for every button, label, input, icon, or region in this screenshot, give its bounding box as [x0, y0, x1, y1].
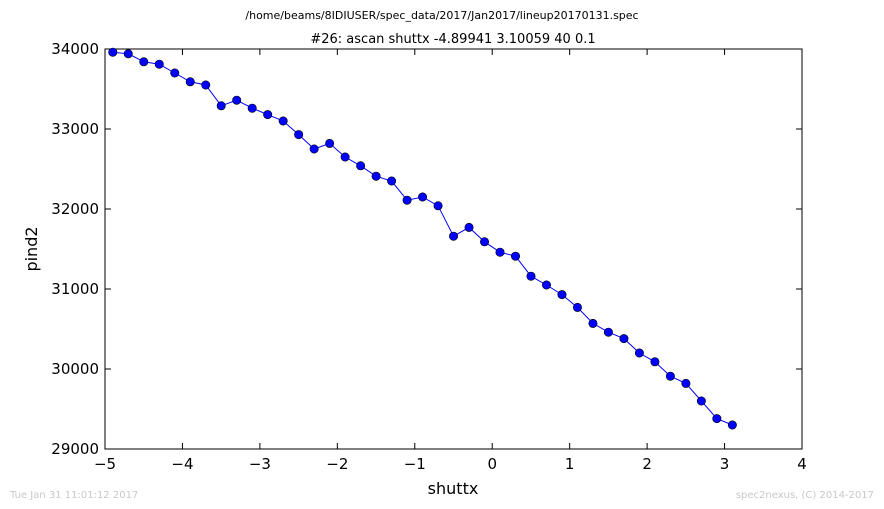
data-point — [232, 95, 242, 105]
data-point — [712, 414, 722, 424]
data-point — [170, 68, 180, 78]
data-point — [123, 49, 133, 59]
data-point — [696, 396, 706, 406]
data-point — [247, 103, 257, 113]
data-point — [650, 357, 660, 367]
x-tick-label: −3 — [249, 455, 271, 473]
x-tick-label: 3 — [720, 455, 730, 473]
plot-frame — [104, 48, 803, 450]
x-axis: −5 −4 −3 −2 −1 0 1 2 3 4 — [94, 49, 807, 473]
data-point — [263, 110, 273, 120]
data-point — [294, 130, 304, 140]
y-axis: 29000 30000 31000 32000 33000 34000 — [51, 40, 802, 458]
data-point — [619, 334, 629, 344]
data-point — [371, 171, 381, 181]
data-point — [495, 247, 505, 257]
data-point — [511, 251, 521, 261]
chart-suptitle: /home/beams/8IDIUSER/spec_data/2017/Jan2… — [245, 9, 638, 22]
data-point — [201, 80, 211, 90]
y-tick-label: 32000 — [51, 200, 99, 218]
x-tick-label: −5 — [94, 455, 116, 473]
y-tick-label: 34000 — [51, 40, 99, 58]
x-tick-label: 2 — [642, 455, 652, 473]
y-tick-label: 30000 — [51, 360, 99, 378]
data-point — [356, 161, 366, 171]
chart-title: #26: ascan shuttx -4.89941 3.10059 40 0.… — [310, 32, 595, 47]
y-tick-label: 33000 — [51, 120, 99, 138]
data-point — [681, 378, 691, 388]
data-point — [464, 222, 474, 232]
data-point — [449, 231, 459, 241]
x-tick-label: 4 — [797, 455, 807, 473]
x-axis-label: shuttx — [428, 479, 479, 498]
y-axis-label: pind2 — [22, 226, 41, 271]
footer-credit: spec2nexus, (C) 2014-2017 — [736, 490, 874, 501]
data-point — [139, 57, 149, 67]
footer-timestamp: Tue Jan 31 11:01:12 2017 — [9, 490, 138, 501]
data-point — [309, 144, 319, 154]
data-point — [402, 195, 412, 205]
data-point — [526, 271, 536, 281]
y-tick-label: 31000 — [51, 280, 99, 298]
data-point — [557, 290, 567, 300]
data-point — [588, 318, 598, 328]
data-point — [603, 327, 613, 337]
data-point — [154, 59, 164, 69]
x-tick-label: −4 — [171, 455, 193, 473]
x-tick-label: 1 — [565, 455, 575, 473]
data-point — [665, 371, 675, 381]
data-point — [340, 152, 350, 162]
x-tick-label: −1 — [404, 455, 426, 473]
y-tick-label: 29000 — [51, 440, 99, 458]
x-tick-label: 0 — [487, 455, 497, 473]
data-point — [541, 280, 551, 290]
data-point — [387, 176, 397, 186]
x-tick-label: −2 — [326, 455, 348, 473]
data-point — [634, 348, 644, 358]
data-point — [185, 77, 195, 87]
data-point — [572, 302, 582, 312]
data-point — [325, 138, 335, 148]
data-point — [278, 116, 288, 126]
data-point — [108, 47, 118, 57]
series-line — [112, 51, 733, 426]
data-point — [418, 192, 428, 202]
data-series — [108, 47, 737, 430]
data-point — [480, 237, 490, 247]
data-point — [433, 201, 443, 211]
data-point — [216, 101, 226, 111]
data-point — [727, 420, 737, 430]
